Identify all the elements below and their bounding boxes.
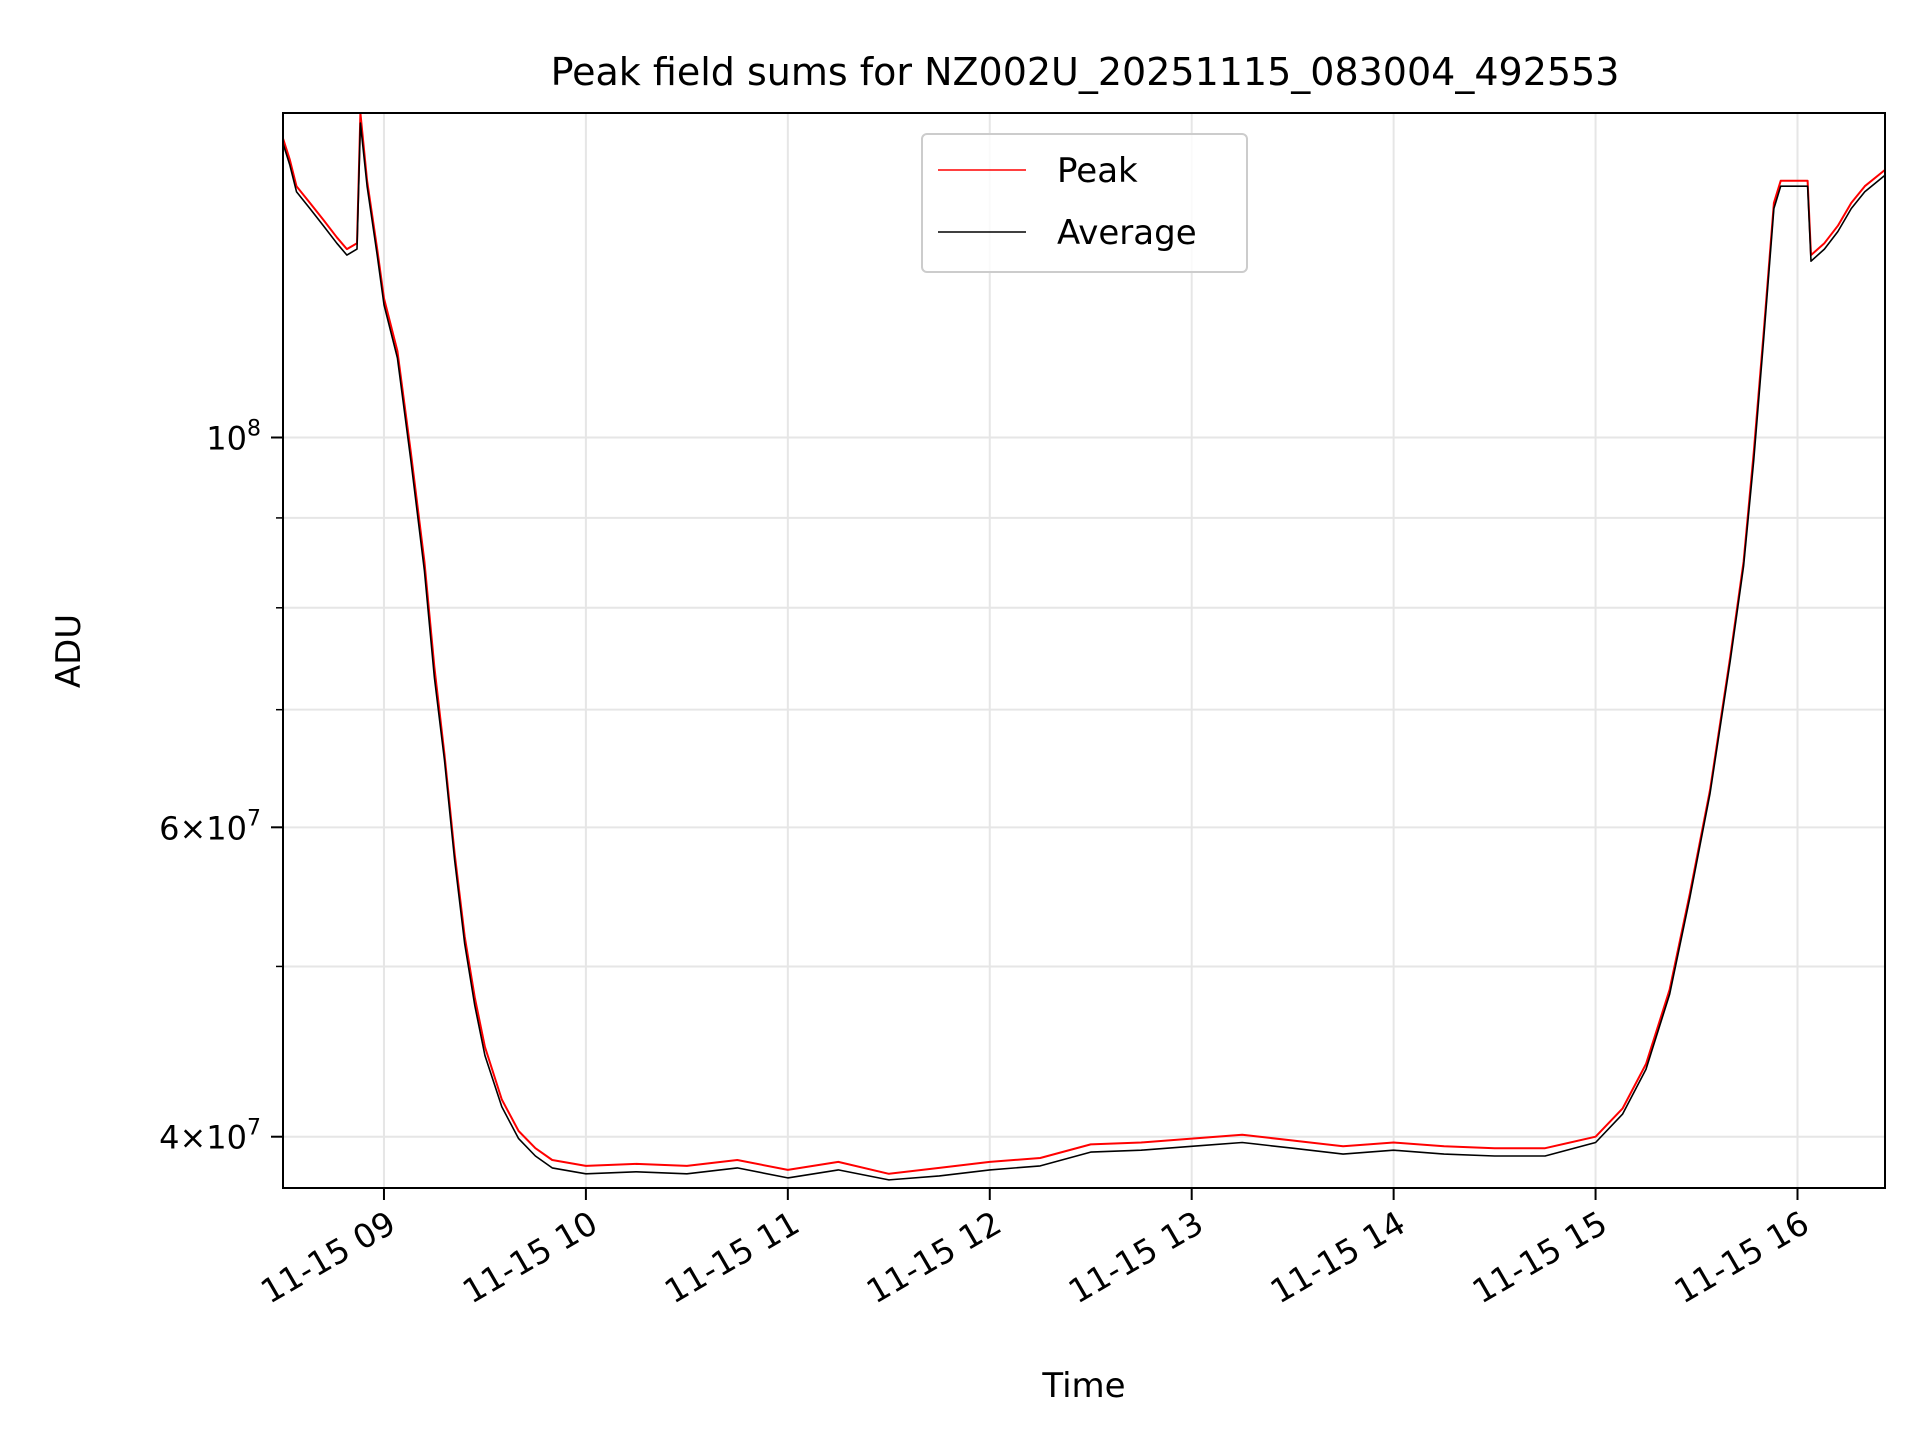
y-tick-exponent: 8 [247, 417, 261, 442]
series-lines [282, 112, 1886, 1181]
grid-lines [283, 113, 1885, 1188]
x-axis-label: Time [1041, 1366, 1125, 1406]
y-tick-base: 10 [206, 1119, 247, 1157]
chart-title: Peak field sums for NZ002U_20251115_0830… [551, 50, 1620, 94]
y-tick-exponent: 7 [247, 1116, 261, 1141]
legend-label-peak: Peak [1057, 151, 1138, 191]
legend: Peak Average [921, 133, 1248, 273]
y-tick-exponent: 7 [247, 806, 261, 831]
y-tick-base: 10 [206, 420, 247, 458]
legend-box [921, 133, 1248, 273]
y-tick-times-sign: × [179, 809, 206, 847]
y-tick-label: 4×107 [159, 1116, 261, 1157]
y-tick-mantissa: 4 [159, 1119, 179, 1157]
y-tick-label: 6×107 [159, 806, 261, 847]
legend-label-average: Average [1057, 213, 1197, 253]
y-tick-base: 10 [206, 809, 247, 847]
y-axis-label: ADU [49, 614, 89, 688]
y-tick-times-sign: × [179, 1119, 206, 1157]
y-tick-mantissa: 6 [159, 809, 179, 847]
series-line-average [282, 122, 1886, 1181]
plot-frame [282, 112, 1886, 1189]
y-tick-label: 108 [206, 417, 261, 458]
